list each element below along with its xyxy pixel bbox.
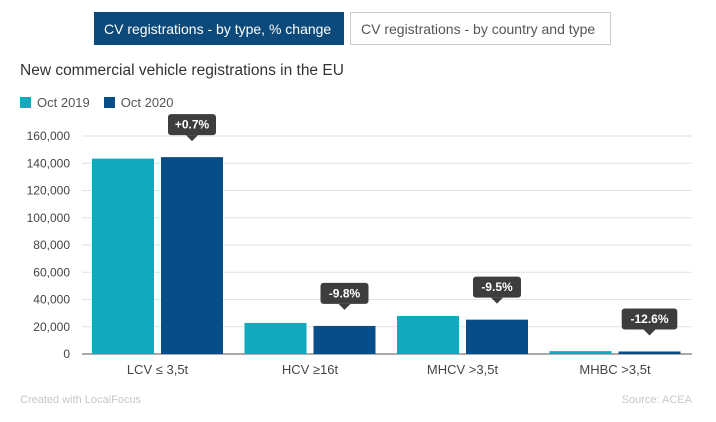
- bar-oct-2019: [92, 158, 154, 354]
- bar-oct-2019: [244, 322, 307, 354]
- annotation-box: [473, 276, 521, 298]
- y-tick-label: 80,000: [33, 238, 70, 252]
- tab-by-country[interactable]: CV registrations - by country and type: [350, 12, 611, 45]
- y-tick-label: 0: [63, 347, 70, 361]
- bar-oct-2020: [161, 157, 223, 354]
- legend: Oct 2019 Oct 2020: [20, 95, 174, 110]
- annotation-pointer: [186, 135, 198, 142]
- tab-bar: CV registrations - by type, % change CV …: [94, 12, 611, 45]
- x-tick-label: HCV ≥16t: [282, 362, 339, 377]
- annotation-label: -9.5%: [481, 280, 513, 294]
- footer-source: Source: ACEA: [621, 394, 692, 406]
- x-tick-label: MHBC >3,5t: [579, 362, 651, 377]
- x-tick-label: MHCV >3,5t: [427, 362, 499, 377]
- annotation-pointer: [491, 297, 503, 304]
- y-tick-label: 140,000: [27, 156, 71, 170]
- legend-label-oct-2020: Oct 2020: [120, 95, 174, 110]
- annotation-label: -12.6%: [630, 312, 668, 326]
- legend-label-oct-2019: Oct 2019: [37, 95, 90, 110]
- y-tick-label: 120,000: [27, 184, 71, 198]
- bar-oct-2020: [466, 319, 528, 354]
- annotation-label: -9.8%: [329, 286, 361, 300]
- annotation-pointer: [643, 329, 656, 336]
- annotation-pointer: [338, 303, 351, 310]
- y-tick-label: 160,000: [27, 129, 71, 143]
- annotation-box: [621, 308, 678, 330]
- annotation-box: [320, 282, 369, 304]
- footer-credit[interactable]: Created with LocalFocus: [20, 394, 142, 406]
- annotation-label: +0.7%: [175, 118, 210, 132]
- y-tick-label: 40,000: [33, 293, 70, 307]
- y-tick-label: 100,000: [27, 211, 71, 225]
- y-tick-label: 60,000: [33, 265, 70, 279]
- legend-item-oct-2020[interactable]: Oct 2020: [103, 95, 174, 110]
- legend-swatch-oct-2020: [103, 97, 115, 108]
- bar-oct-2020: [313, 325, 376, 354]
- legend-swatch-oct-2019: [20, 97, 31, 108]
- annotation-box: [168, 114, 216, 136]
- tab-by-type[interactable]: CV registrations - by type, % change: [94, 12, 344, 45]
- x-tick-label: LCV ≤ 3,5t: [127, 362, 189, 377]
- bar-oct-2020: [618, 351, 681, 354]
- bar-oct-2019: [397, 315, 459, 354]
- chart-title: New commercial vehicle registrations in …: [20, 62, 344, 79]
- bar-oct-2019: [549, 351, 612, 354]
- y-tick-label: 20,000: [33, 320, 70, 334]
- legend-item-oct-2019[interactable]: Oct 2019: [20, 95, 90, 110]
